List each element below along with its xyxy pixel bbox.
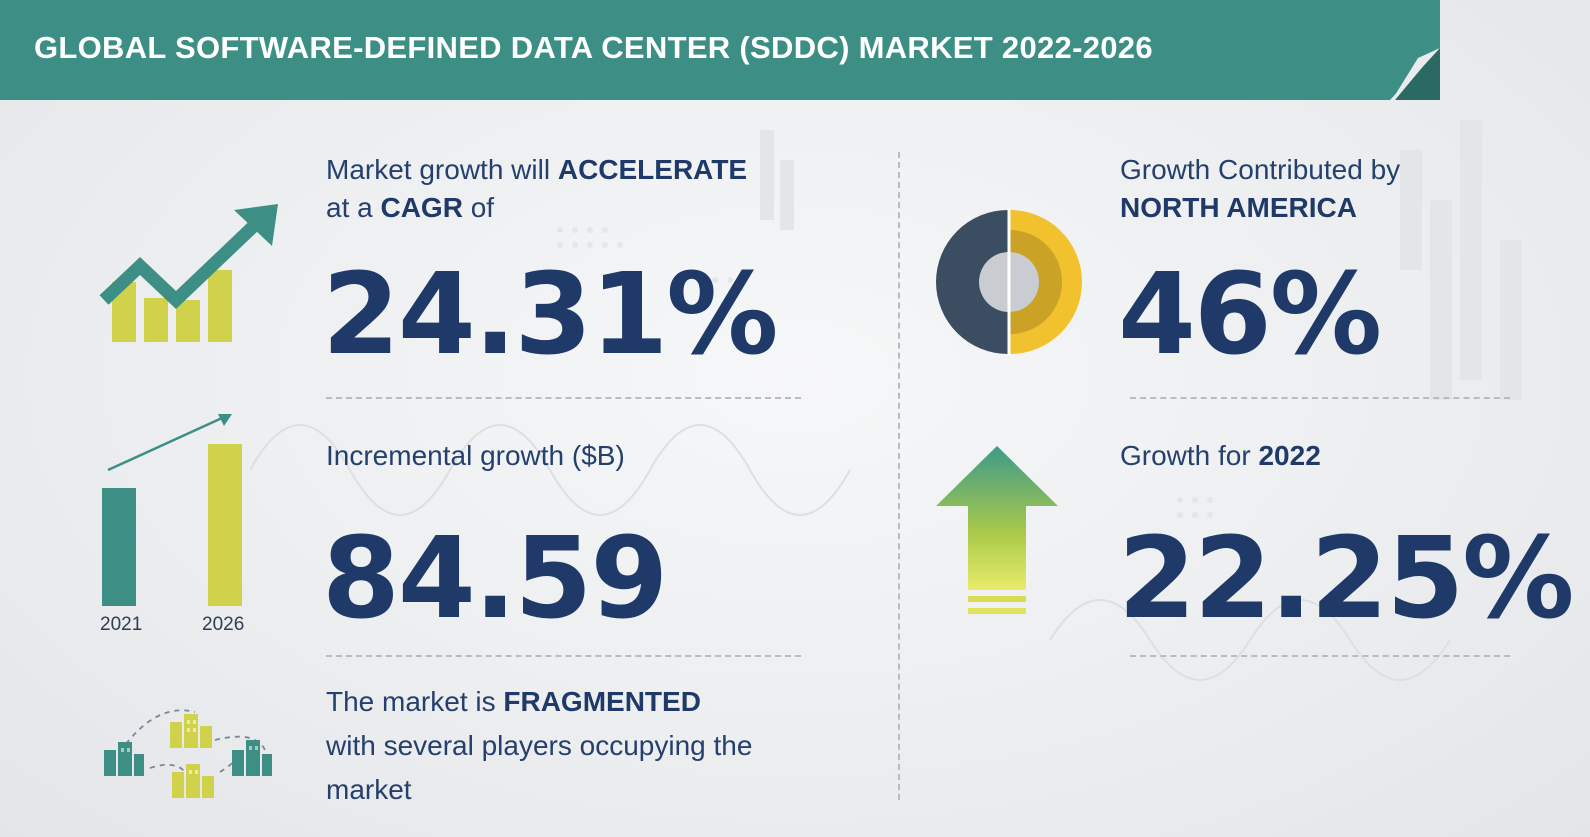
- fragmented-line2: with several players occupying the: [326, 730, 753, 761]
- yoy-label: Growth for 2022: [1120, 440, 1321, 472]
- bar-year-2021: 2021: [100, 614, 143, 635]
- yoy-prefix: Growth for: [1120, 440, 1251, 471]
- fragmented-line3: market: [326, 774, 412, 805]
- incremental-label: Incremental growth ($B): [326, 440, 625, 471]
- yoy-value: 22.25%: [1118, 514, 1574, 644]
- cagr-at-a: at a: [326, 192, 373, 223]
- cagr-prefix: Market growth will: [326, 154, 551, 185]
- divider-right-2: [1130, 655, 1510, 657]
- cagr-heading-line1: Market growth will ACCELERATE: [326, 154, 747, 186]
- region-emph: NORTH AMERICA: [1120, 192, 1357, 223]
- fragmented-prefix: The market is: [326, 686, 496, 717]
- region-value: 46%: [1118, 250, 1382, 380]
- incremental-value: 84.59: [322, 514, 668, 644]
- cagr-of: of: [470, 192, 495, 223]
- fragmented-line1: The market is FRAGMENTED: [326, 686, 701, 718]
- donut-chart-icon: [936, 208, 1082, 356]
- divider-left-1: [326, 397, 801, 399]
- cagr-emph: CAGR: [380, 192, 463, 223]
- cagr-heading-line2: at a CAGR of: [326, 192, 494, 224]
- buildings-network-icon: [104, 709, 272, 798]
- up-arrow-icon: [936, 446, 1058, 614]
- region-line1: Growth Contributed by: [1120, 154, 1401, 185]
- bar-year-2026: 2026: [202, 614, 245, 635]
- bar-comparison-icon: [102, 414, 242, 606]
- cagr-accelerate-emph: ACCELERATE: [557, 154, 748, 185]
- cagr-value: 24.31%: [322, 250, 778, 380]
- page-title: GLOBAL SOFTWARE-DEFINED DATA CENTER (SDD…: [34, 30, 1153, 65]
- divider-left-2: [326, 655, 801, 657]
- divider-right-1: [1130, 397, 1510, 399]
- growth-chart-icon: [99, 204, 278, 342]
- header-banner: [0, 0, 1440, 100]
- region-line2: NORTH AMERICA: [1120, 192, 1357, 224]
- yoy-year-emph: 2022: [1258, 440, 1321, 471]
- center-divider: [898, 152, 900, 800]
- fragmented-emph: FRAGMENTED: [503, 686, 701, 717]
